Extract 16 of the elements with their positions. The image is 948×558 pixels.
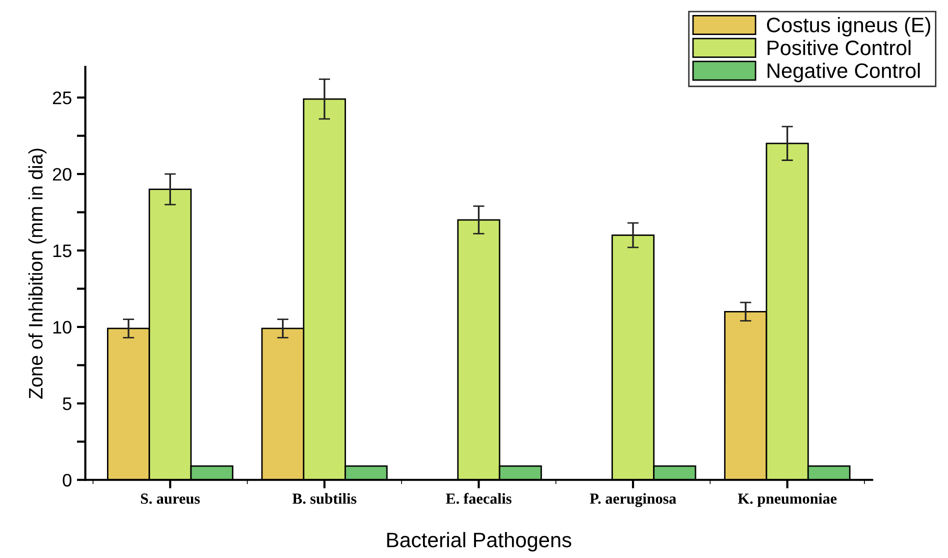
x-axis-title: Bacterial Pathogens [387,532,572,552]
y-axis-title: Zone of Inhibition (mm in dia) [28,148,46,399]
y-tick-label: 15 [53,244,72,258]
y-tick-label: 20 [52,168,72,181]
legend-label: Positive Control [768,40,910,56]
y-tick-label: 0 [62,474,72,487]
y-tick-label: 10 [53,320,72,334]
x-tick-label: E. faecalis [446,492,512,504]
y-tick-label: 5 [62,398,72,410]
y-tick-label: 25 [52,91,72,104]
legend-label: Negative Control [768,62,920,82]
x-tick-label: B. subtilis [292,493,356,504]
x-tick-label: S. aureus [140,494,200,504]
legend-label: Costus igneus (E) [767,17,930,36]
x-tick-label: P. aeruginosa [590,493,676,508]
x-tick-label: K. pneumoniae [738,493,837,507]
